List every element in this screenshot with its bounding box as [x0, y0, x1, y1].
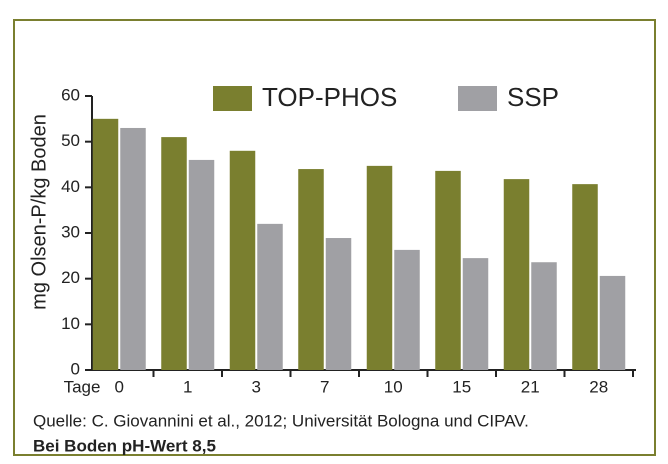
x-axis-label: Tage	[64, 377, 101, 396]
x-tick-label: 0	[115, 377, 124, 396]
bar	[462, 258, 489, 370]
source: Quelle: C. Giovannini et al., 2012; Univ…	[33, 411, 529, 430]
y-tick-label: 0	[71, 359, 80, 378]
bar	[366, 165, 393, 370]
x-tick-label: 28	[589, 377, 608, 396]
x-tick-label: 15	[452, 377, 471, 396]
bar	[572, 184, 598, 370]
x-tick-label: 3	[252, 377, 261, 396]
x-tick-label: 21	[521, 377, 540, 396]
y-tick-label: 50	[61, 131, 80, 150]
x-tick-label: 7	[320, 377, 329, 396]
bar	[435, 170, 461, 370]
y-tick-label: 30	[61, 222, 80, 241]
bar	[298, 169, 324, 370]
legend-swatch	[213, 86, 252, 111]
y-tick-label: 20	[61, 268, 80, 287]
bar	[503, 179, 530, 370]
bar	[229, 150, 256, 370]
legend-label: TOP-PHOS	[262, 82, 397, 112]
bar	[531, 262, 557, 370]
legend-swatch	[458, 86, 497, 111]
bar	[325, 238, 352, 370]
note: Bei Boden pH-Wert 8,5	[33, 436, 216, 455]
bar	[92, 118, 119, 370]
legend-label: SSP	[507, 82, 559, 112]
y-tick-label: 40	[61, 177, 80, 196]
x-tick-label: 10	[384, 377, 403, 396]
y-tick-label: 60	[61, 85, 80, 104]
bar	[161, 137, 187, 370]
y-tick-label: 10	[61, 314, 80, 333]
y-axis-label: mg Olsen-P/kg Boden	[28, 114, 50, 310]
frame	[13, 19, 656, 456]
bar	[188, 159, 215, 370]
bar	[394, 249, 420, 370]
x-tick-label: 1	[183, 377, 192, 396]
bar	[599, 275, 626, 370]
bar	[257, 223, 283, 370]
bar	[120, 127, 146, 370]
